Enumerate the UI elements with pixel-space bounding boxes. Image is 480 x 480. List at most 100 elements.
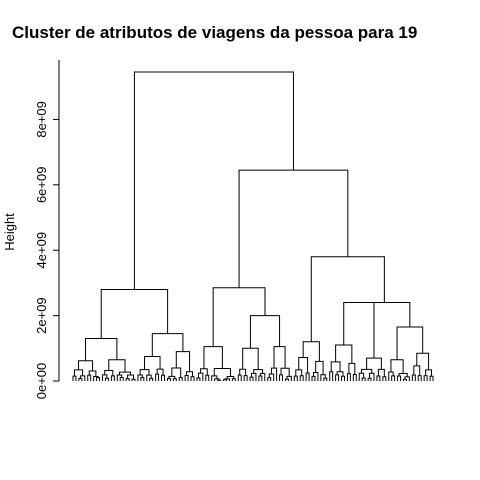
dendrogram-branch — [238, 169, 349, 288]
dendrogram-branch — [302, 341, 320, 362]
dendrogram-branch — [267, 377, 272, 381]
dendrogram-branch — [402, 378, 407, 381]
dendrogram-branch — [104, 377, 109, 381]
dendrogram-branch — [125, 378, 130, 381]
dendrogram-branch — [279, 374, 284, 381]
dendrogram-branch — [284, 378, 289, 381]
dendrogram-branch — [253, 369, 264, 374]
y-tick-label: 8e+09 — [34, 101, 49, 138]
dendrogram-branch — [416, 352, 430, 370]
dendrogram-branch — [155, 373, 160, 381]
dendrogram-branch — [413, 365, 421, 376]
dendrogram-branch — [133, 71, 294, 290]
dendrogram-branch — [411, 374, 416, 381]
dendrogram-branch — [417, 375, 422, 381]
dendrogram-branch — [146, 374, 152, 381]
dendrogram-branch — [139, 369, 150, 376]
dendrogram-branch — [140, 377, 145, 381]
dendrogram-branch — [116, 374, 123, 381]
dendrogram-branch — [226, 376, 235, 379]
dendrogram-branch — [423, 375, 428, 381]
dendrogram-branch — [93, 376, 99, 381]
dendrogram-branch — [149, 377, 154, 381]
dendrogram-branch — [376, 375, 381, 381]
dendrogram-branch — [197, 372, 204, 381]
dendrogram-branch — [203, 346, 223, 369]
y-axis: 0e+00 2e+09 4e+09 6e+09 8e+09 — [34, 60, 60, 400]
dendrogram-branch — [161, 374, 165, 381]
dendrogram-branch — [131, 378, 136, 381]
dendrogram-branch — [231, 378, 236, 381]
dendrogram-branch — [298, 356, 309, 374]
dendrogram-branch — [184, 374, 189, 381]
dendrogram-branch — [211, 375, 218, 381]
dendrogram-branch — [358, 372, 365, 381]
dendrogram-branch — [312, 371, 319, 381]
dendrogram-branch — [178, 377, 183, 381]
dendrogram-branch — [335, 344, 353, 364]
dendrogram-branch — [429, 375, 434, 381]
dendrogram-branch — [96, 377, 101, 381]
dendrogram-branch — [299, 375, 304, 381]
dendrogram-branch — [258, 375, 263, 381]
dendrogram-branch — [87, 374, 92, 381]
dendrogram-branch — [397, 375, 402, 381]
dendrogram-branch — [259, 373, 266, 381]
dendrogram-branch — [100, 288, 169, 339]
dendrogram-branch — [205, 374, 210, 381]
dendrogram-branch — [366, 357, 382, 370]
dendrogram-branch — [78, 377, 83, 381]
dendrogram-branch — [190, 376, 195, 381]
dendrogram-branch — [361, 377, 366, 381]
dendrogram-branch — [212, 287, 266, 347]
dendrogram-branch — [360, 368, 373, 374]
dendrogram-branch — [293, 375, 298, 381]
dendrogram-branch — [172, 378, 177, 381]
dendrogram-branch — [398, 373, 408, 377]
dendrogram-branch — [144, 355, 161, 370]
dendrogram-branch — [336, 371, 344, 377]
dendrogram-branch — [222, 379, 227, 381]
dendrogram-branch — [242, 347, 259, 370]
dendrogram-branch — [239, 368, 247, 376]
dendrogram-branch — [311, 375, 316, 381]
dendrogram-branch — [270, 367, 278, 381]
dendrogram-branch — [352, 373, 357, 381]
dendrogram-branch — [213, 368, 231, 377]
dendrogram-branch — [171, 367, 182, 378]
dendrogram-branch — [310, 256, 385, 342]
dendrogram-branch — [110, 375, 115, 381]
dendrogram-branch — [268, 373, 275, 381]
dendrogram-branch — [127, 374, 134, 380]
dendrogram-branch — [73, 369, 84, 377]
dendrogram-branch — [224, 378, 230, 381]
dendrogram-branch — [273, 346, 286, 369]
dendrogram-branch — [390, 359, 404, 374]
y-tick-label: 0e+00 — [34, 363, 49, 400]
dendrogram-branch — [341, 375, 345, 381]
y-tick-label: 6e+09 — [34, 167, 49, 204]
dendrogram-branch — [335, 374, 340, 381]
dendrogram-branch — [186, 371, 194, 377]
dendrogram-branch — [329, 371, 334, 381]
dendrogram-branch — [85, 337, 118, 361]
dendrogram-branch — [358, 302, 411, 328]
dendrogram-branch — [348, 362, 356, 375]
dendrogram-branch — [286, 375, 292, 381]
dendrogram-branch — [175, 351, 191, 372]
dendrogram-branch — [330, 361, 341, 372]
dendrogram-branch — [391, 375, 396, 381]
dendrogram-branch — [369, 372, 375, 381]
dendrogram-branch — [200, 368, 208, 376]
chart-title: Cluster de atributos de viagens da pesso… — [12, 23, 417, 42]
dendrogram-branch — [217, 379, 222, 381]
dendrogram-branch — [343, 302, 375, 359]
dendrogram-branch — [305, 372, 310, 381]
dendrogram-branch — [382, 376, 387, 381]
dendrogram-branch — [323, 377, 328, 381]
dendrogram-tree — [72, 71, 434, 381]
dendrogram-branch — [72, 375, 77, 381]
dendrogram-branch — [237, 374, 242, 381]
y-tick-label: 2e+09 — [34, 297, 49, 334]
